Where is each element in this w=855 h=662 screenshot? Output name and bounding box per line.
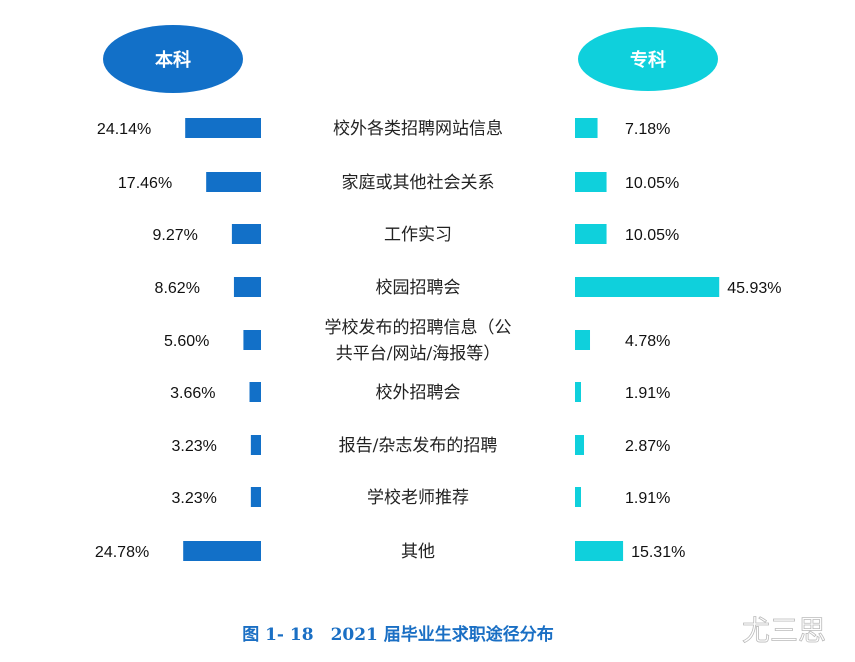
value-label-bachelor: 8.62% (155, 280, 200, 297)
value-label-junior-college: 4.78% (625, 333, 670, 350)
bar-junior-college (575, 541, 624, 561)
value-label-bachelor: 3.23% (171, 438, 216, 455)
value-label-bachelor: 5.60% (164, 333, 209, 350)
value-label-bachelor: 24.14% (97, 121, 151, 138)
value-label-junior-college: 2.87% (625, 438, 670, 455)
value-label-junior-college: 45.93% (727, 280, 781, 297)
bar-junior-college (575, 224, 607, 244)
bar-bachelor (185, 118, 261, 138)
legend-label-junior-college: 专科 (630, 49, 666, 70)
value-label-bachelor: 3.23% (171, 490, 216, 507)
category-label: 学校发布的招聘信息（公 (325, 318, 512, 338)
value-label-junior-college: 7.18% (625, 121, 670, 138)
bar-junior-college (575, 435, 585, 455)
bar-bachelor (250, 435, 261, 455)
bar-bachelor (233, 277, 261, 297)
category-label: 家庭或其他社会关系 (342, 173, 495, 193)
bar-junior-college (575, 172, 607, 192)
category-label: 学校老师推荐 (367, 488, 469, 508)
bar-junior-college (575, 118, 598, 138)
category-label: 报告/杂志发布的招聘 (339, 436, 498, 456)
value-label-bachelor: 17.46% (118, 175, 172, 192)
bar-bachelor (243, 330, 261, 350)
value-label-junior-college: 15.31% (631, 544, 685, 561)
bar-bachelor (206, 172, 261, 192)
bar-bachelor (249, 382, 261, 402)
value-label-bachelor: 24.78% (95, 544, 149, 561)
value-label-junior-college: 10.05% (625, 175, 679, 192)
bar-junior-college (575, 330, 591, 350)
legend-junior-college (578, 27, 718, 91)
bar-junior-college (575, 277, 720, 297)
value-label-junior-college: 10.05% (625, 227, 679, 244)
bar-junior-college (575, 382, 581, 402)
value-label-bachelor: 9.27% (153, 227, 198, 244)
category-label: 工作实习 (384, 225, 452, 245)
legend-bachelor (103, 25, 243, 93)
bar-junior-college (575, 487, 581, 507)
watermark: 尤三思 (742, 615, 826, 646)
value-label-junior-college: 1.91% (625, 490, 670, 507)
bar-bachelor (250, 487, 261, 507)
category-label: 其他 (401, 542, 435, 562)
category-label: 校园招聘会 (376, 278, 461, 298)
value-label-junior-college: 1.91% (625, 385, 670, 402)
chart-title: 图 1- 18 2021 届毕业生求职途径分布 (242, 624, 554, 645)
category-label: 校外招聘会 (376, 383, 461, 403)
legend-label-bachelor: 本科 (155, 49, 191, 70)
value-label-bachelor: 3.66% (170, 385, 215, 402)
category-label: 校外各类招聘网站信息 (333, 119, 503, 139)
bar-bachelor (231, 224, 261, 244)
category-label: 共平台/网站/海报等） (336, 344, 500, 364)
bar-bachelor (183, 541, 261, 561)
